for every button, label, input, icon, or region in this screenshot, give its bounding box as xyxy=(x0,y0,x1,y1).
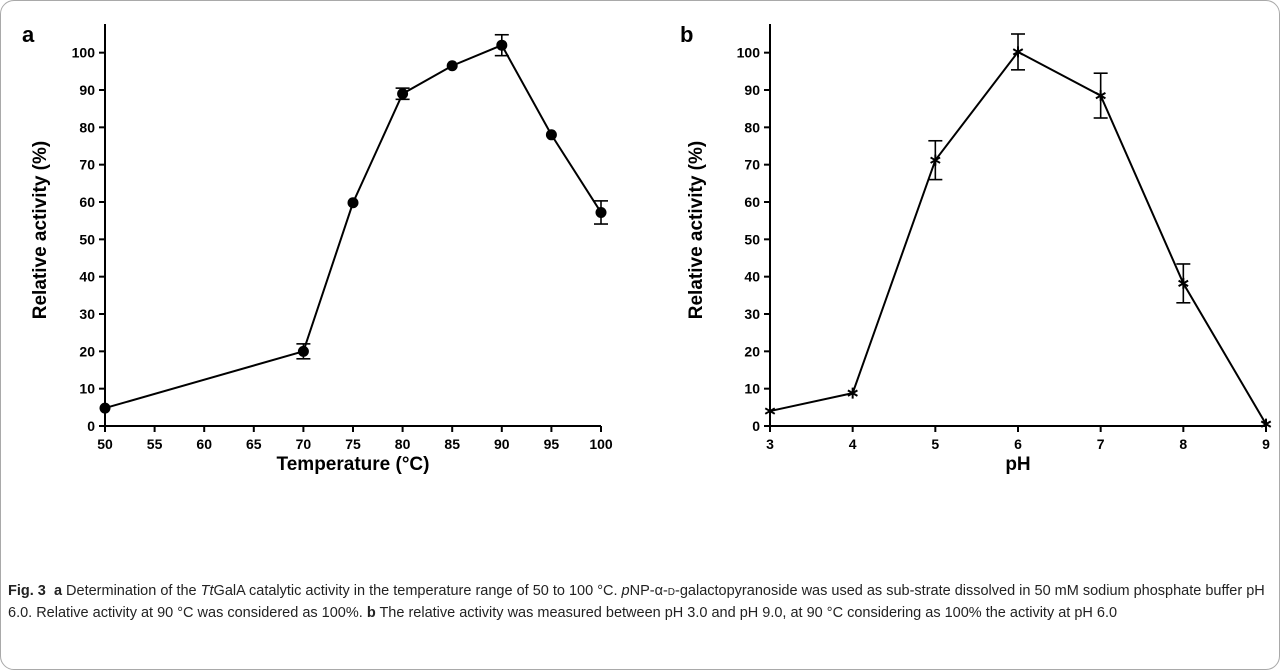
panel-a-y-tick-label: 0 xyxy=(87,418,95,434)
panel-b-x-axis-title: pH xyxy=(1005,454,1030,475)
panel-b-y-tick-label: 10 xyxy=(744,381,760,397)
caption-a-text-2: GalA catalytic activity in the temperatu… xyxy=(213,583,622,599)
figure-caption: Fig. 3 a Determination of the TtGalA cat… xyxy=(8,580,1270,624)
panel-b-x-tick-label: 4 xyxy=(849,436,857,452)
caption-a-italic: Tt xyxy=(200,583,214,599)
caption-a-italic-p: p xyxy=(621,583,630,599)
panel-a-x-tick-label: 80 xyxy=(395,436,411,452)
panel-a-y-tick-label: 100 xyxy=(72,45,96,61)
panel-a-x-tick-label: 95 xyxy=(544,436,560,452)
panel-a-y-tick-label: 30 xyxy=(79,306,95,322)
panel-a-data-point xyxy=(496,39,508,51)
panel-a-data-point xyxy=(397,88,409,100)
panel-a-data-point xyxy=(595,206,607,218)
panel-b-x-tick-label: 9 xyxy=(1262,436,1270,452)
caption-a-text-3: NP-α- xyxy=(629,583,668,599)
panel-a-x-tick-label: 85 xyxy=(444,436,460,452)
panel-b-x-tick-label: 6 xyxy=(1014,436,1022,452)
panel-a-x-tick-label: 75 xyxy=(345,436,361,452)
caption-panel-a-label: a xyxy=(53,583,63,599)
panel-b-data-point xyxy=(1260,418,1272,430)
panel-a-y-tick-label: 70 xyxy=(79,157,95,173)
panel-a-y-tick-label: 20 xyxy=(79,343,95,359)
panel-b-data-point xyxy=(1095,90,1106,102)
panel-a-data-point xyxy=(99,402,111,414)
panel-b-letter: b xyxy=(680,22,693,47)
panel-b-y-axis-title: Relative activity (%) xyxy=(686,141,707,319)
panel-a-letter: a xyxy=(22,22,35,47)
panel-a-data-point xyxy=(545,129,557,141)
panel-a-x-tick-label: 55 xyxy=(147,436,163,452)
panel-b-series-line xyxy=(769,50,1267,425)
panel-b-data-point xyxy=(847,387,858,399)
panel-a-y-tick-label: 60 xyxy=(79,194,95,210)
panel-b-data-point xyxy=(764,405,776,417)
panel-a-x-axis-title: Temperature (°C) xyxy=(277,454,430,475)
panel-a-y-tick-label: 80 xyxy=(79,119,95,135)
panel-a-data-point xyxy=(446,60,458,72)
panel-a-y-tick-label: 40 xyxy=(79,269,95,285)
panel-a-y-tick-label: 90 xyxy=(79,82,95,98)
panel-a-data-point xyxy=(297,345,309,357)
panel-b-x-tick-label: 5 xyxy=(931,436,939,452)
caption-a-small-caps: d xyxy=(667,583,676,599)
panel-b-y-tick-label: 100 xyxy=(737,45,761,61)
panel-b-data-point xyxy=(930,154,941,166)
panel-a-x-tick-label: 70 xyxy=(296,436,312,452)
panel-b-y-tick-label: 90 xyxy=(744,82,760,98)
caption-a-text-4: -galactopyranoside was used as sub-strat… xyxy=(8,583,1265,621)
caption-panel-b-label: b xyxy=(366,605,376,621)
panel-b-y-tick-label: 30 xyxy=(744,306,760,322)
caption-b-text: The relative activity was measured betwe… xyxy=(375,605,1118,621)
panel-a-x-tick-label: 100 xyxy=(589,436,613,452)
panel-a-data-point xyxy=(347,197,359,209)
panel-b-data-point xyxy=(1178,277,1189,289)
panel-b-y-tick-label: 0 xyxy=(752,418,760,434)
panel-b-y-tick-label: 20 xyxy=(744,343,760,359)
caption-fig-label: Fig. 3 xyxy=(8,583,46,599)
panel-a-x-tick-label: 50 xyxy=(97,436,113,452)
panel-b-y-tick-label: 80 xyxy=(744,119,760,135)
panel-a-x-tick-label: 90 xyxy=(494,436,510,452)
panel-a-series-line xyxy=(104,43,602,410)
panel-b-x-tick-label: 8 xyxy=(1179,436,1187,452)
panel-b-data-point xyxy=(1012,46,1024,58)
panel-a-y-tick-label: 10 xyxy=(79,381,95,397)
panel-b-y-tick-label: 40 xyxy=(744,269,760,285)
caption-a-text-1: Determination of the xyxy=(62,583,201,599)
panel-b-x-tick-label: 3 xyxy=(766,436,774,452)
panel-b-y-tick-label: 70 xyxy=(744,157,760,173)
panel-b-y-tick-label: 60 xyxy=(744,194,760,210)
panel-a-x-tick-label: 65 xyxy=(246,436,262,452)
panel-b-x-tick-label: 7 xyxy=(1097,436,1105,452)
panel-b-y-tick-label: 50 xyxy=(744,231,760,247)
panel-a-y-axis-title: Relative activity (%) xyxy=(30,141,51,319)
panel-a-y-tick-label: 50 xyxy=(79,231,95,247)
panel-a-x-tick-label: 60 xyxy=(196,436,212,452)
